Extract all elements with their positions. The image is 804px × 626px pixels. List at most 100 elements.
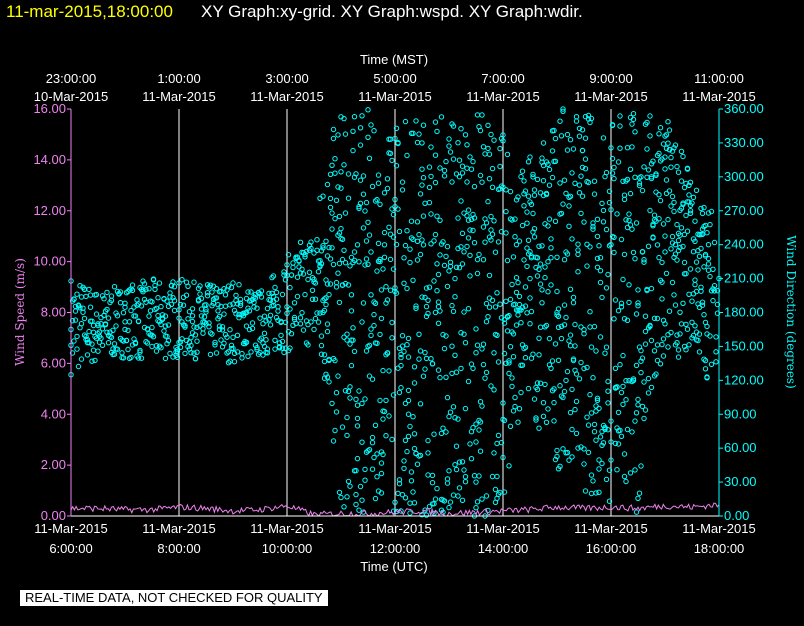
wind-direction-point bbox=[573, 118, 580, 124]
wind-direction-point bbox=[317, 310, 323, 316]
wind-direction-point bbox=[483, 493, 490, 499]
wind-direction-point bbox=[578, 210, 584, 217]
wind-direction-point bbox=[582, 156, 589, 162]
wind-direction-point bbox=[435, 367, 442, 373]
wind-direction-point bbox=[177, 301, 184, 308]
wind-direction-point bbox=[464, 165, 470, 171]
wind-direction-point bbox=[686, 182, 692, 189]
wind-direction-point bbox=[126, 319, 133, 325]
wind-direction-point bbox=[516, 238, 523, 244]
wind-direction-point bbox=[458, 126, 464, 132]
wind-direction-point bbox=[428, 211, 434, 217]
wind-direction-point bbox=[189, 306, 196, 312]
wind-direction-point bbox=[194, 338, 200, 344]
wind-direction-point bbox=[158, 303, 164, 310]
wind-direction-point bbox=[339, 256, 346, 263]
wind-direction-point bbox=[489, 473, 496, 480]
wind-direction-point bbox=[570, 357, 577, 364]
wind-direction-point bbox=[444, 394, 451, 401]
wind-direction-point bbox=[404, 448, 410, 455]
wind-direction-point bbox=[608, 241, 614, 248]
wind-direction-point bbox=[623, 478, 629, 485]
wind-direction-point bbox=[297, 321, 304, 327]
right-tick-label: 120.00 bbox=[724, 372, 764, 387]
wind-direction-point bbox=[198, 313, 205, 319]
wind-direction-point bbox=[449, 302, 455, 309]
wind-direction-point bbox=[500, 138, 506, 144]
wind-direction-point bbox=[341, 334, 347, 340]
wind-direction-point bbox=[81, 332, 88, 338]
wind-direction-point bbox=[510, 331, 517, 337]
wind-direction-point bbox=[549, 174, 556, 181]
wind-direction-point bbox=[161, 328, 167, 334]
wind-direction-point bbox=[479, 112, 485, 118]
wind-direction-point bbox=[531, 192, 538, 198]
wind-direction-point bbox=[636, 182, 643, 189]
wind-direction-point bbox=[419, 140, 425, 146]
wind-direction-point bbox=[438, 114, 445, 120]
wind-direction-point bbox=[534, 176, 541, 183]
top-axis-title: Time (MST) bbox=[360, 52, 428, 67]
bottom-tick-date: 11-Mar-2015 bbox=[250, 521, 323, 536]
wind-direction-point bbox=[392, 285, 398, 291]
wind-direction-point bbox=[482, 151, 488, 157]
wind-direction-point bbox=[660, 141, 667, 147]
bottom-tick-time: 14:00:00 bbox=[478, 541, 529, 556]
wind-direction-point bbox=[177, 344, 184, 350]
wind-direction-point bbox=[377, 397, 383, 404]
wind-direction-point bbox=[582, 135, 589, 141]
wind-direction-point bbox=[633, 509, 640, 515]
wind-direction-point bbox=[501, 350, 508, 357]
wind-direction-point bbox=[626, 378, 632, 384]
wind-direction-point bbox=[485, 507, 491, 514]
wind-direction-point bbox=[359, 400, 365, 407]
wind-direction-point bbox=[407, 423, 413, 430]
top-tick-date: 11-Mar-2015 bbox=[682, 89, 755, 104]
wind-direction-point bbox=[237, 300, 244, 306]
wind-direction-point bbox=[608, 418, 614, 424]
wind-direction-point bbox=[683, 271, 689, 277]
wind-direction-point bbox=[537, 281, 544, 287]
wind-direction-point bbox=[557, 383, 563, 389]
wind-direction-point bbox=[500, 400, 506, 406]
wind-direction-point bbox=[465, 217, 472, 223]
wind-direction-point bbox=[689, 319, 695, 325]
wind-direction-point bbox=[302, 291, 308, 298]
wind-direction-point bbox=[581, 446, 587, 452]
wind-direction-point bbox=[513, 275, 520, 281]
wind-direction-point bbox=[219, 324, 226, 330]
wind-direction-point bbox=[365, 261, 371, 267]
wind-direction-point bbox=[344, 337, 350, 343]
wind-direction-point bbox=[641, 379, 647, 385]
wind-direction-point bbox=[569, 386, 575, 393]
wind-direction-point bbox=[614, 211, 620, 217]
wind-direction-point bbox=[347, 384, 353, 390]
wind-direction-point bbox=[572, 321, 578, 328]
wind-direction-point bbox=[248, 349, 254, 355]
wind-direction-point bbox=[231, 350, 238, 356]
wind-direction-point bbox=[257, 291, 263, 297]
wind-direction-point bbox=[624, 317, 631, 323]
wind-direction-point bbox=[476, 417, 482, 424]
wind-direction-point bbox=[234, 349, 241, 355]
wind-direction-point bbox=[176, 315, 182, 321]
wind-direction-point bbox=[191, 279, 197, 285]
wind-direction-point bbox=[410, 277, 416, 283]
wind-direction-point bbox=[624, 145, 631, 151]
wind-direction-point bbox=[365, 107, 371, 113]
wind-direction-point bbox=[656, 150, 662, 157]
wind-direction-point bbox=[492, 304, 499, 310]
wind-direction-point bbox=[155, 295, 161, 301]
wind-direction-point bbox=[611, 234, 617, 241]
wind-direction-point bbox=[459, 163, 466, 169]
wind-direction-point bbox=[408, 218, 415, 224]
wind-direction-point bbox=[470, 425, 476, 431]
wind-direction-point bbox=[423, 285, 430, 291]
wind-direction-point bbox=[425, 437, 431, 444]
wind-direction-point bbox=[629, 121, 635, 127]
wind-direction-point bbox=[348, 362, 355, 369]
wind-direction-point bbox=[401, 255, 407, 261]
wind-direction-point bbox=[540, 162, 547, 169]
wind-direction-point bbox=[345, 171, 352, 177]
wind-direction-point bbox=[552, 218, 559, 225]
